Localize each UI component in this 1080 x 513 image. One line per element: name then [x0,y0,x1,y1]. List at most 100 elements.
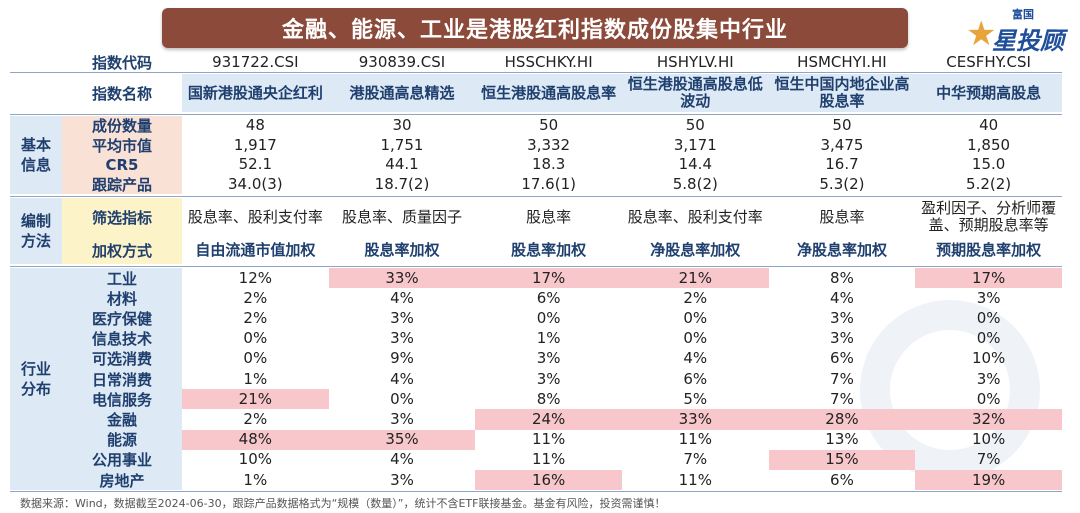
logo: ★ 富国 星投顾 [966,4,1066,55]
table-cell: 14.4 [678,155,712,174]
table-cell: 5.3(2) [819,174,865,193]
table-cell: 52.1 [238,155,273,174]
table-cell: 0% [976,329,1001,348]
table-cell: 21% [621,268,769,289]
table-cell: 股息率加权 [511,240,587,259]
index-code-cell: HSSCHKY.HI [504,52,593,71]
group-label: 编制 方法 [20,212,51,250]
table-cell: 32% [915,409,1062,430]
table-cell: 0% [976,308,1001,327]
table-cell: 0% [976,389,1001,408]
table-row: 1% 3% 16% 11% 6% 19% [182,470,1062,491]
table-row: 1% 4% 3% 6% 7% 3% [182,369,1062,389]
table-cell: 净股息率加权 [650,240,741,259]
index-code-cell: 930839.CSI [358,52,446,71]
group-basic-info: 基本 信息 [10,116,62,194]
index-name-cell: 港股通高息精选 [328,74,476,112]
table-cell: 股息率 [819,207,865,226]
index-name-row: 国新港股通央企红利 港股通高息精选 恒生港股通高股息率 恒生港股通高股息低波动 恒生中国… [182,74,1062,112]
table-cell: 0% [536,308,561,327]
table-cell: 6% [536,288,561,307]
table-cell: 48 [245,116,265,135]
table-cell: 28% [768,409,916,430]
row-label: 成份数量 [62,116,182,136]
index-name-cell: 中华预期高股息 [915,74,1062,112]
table-cell: 1,751 [380,135,424,154]
group-label: 行业 分布 [20,360,51,398]
code-label: 指数代码 [91,53,152,72]
table-cell: 3,475 [820,135,864,154]
table-cell: 预期股息率加权 [936,240,1042,259]
table-cell: 44.1 [385,155,419,174]
table-row: 2% 4% 6% 2% 4% 3% [182,288,1062,308]
table-cell: 1% [243,369,268,388]
table-cell: 股息率、质量因子 [341,207,462,226]
table-cell: 盈利因子、分析师覆盖、预期股息率等 [921,199,1057,234]
table-cell: 5.8(2) [672,174,718,193]
table-cell: 33% [328,268,476,289]
table-row: 52.1 44.1 18.3 14.4 16.7 15.0 [182,155,1062,175]
table-cell: 8% [536,389,561,408]
footer-note: 数据来源：Wind，数据截至2024-06-30，跟踪产品数据格式为“规模（数量… [20,497,666,510]
table-cell: 19% [915,470,1062,491]
table-cell: 6% [830,349,854,368]
table-cell: 3,332 [527,135,571,154]
row-label: 筛选指标 [62,198,182,236]
name-label: 指数名称 [91,84,152,103]
index-code-row: 931722.CSI 930839.CSI HSSCHKY.HI HSHYLV.HI H… [182,52,1062,72]
table-cell: 17.6(1) [521,174,576,193]
table-cell: 股息率、股利支付率 [627,207,763,226]
table-cell: 1% [243,470,268,489]
index-code-cell: HSHYLV.HI [656,52,734,71]
table-row: 21% 0% 8% 5% 7% 0% [182,389,1062,410]
table-cell: 11% [678,470,712,489]
row-label: 加权方式 [62,236,182,264]
table-cell: 7% [976,450,1001,469]
row-label: 公用事业 [62,449,182,470]
table-row: 48 30 50 50 50 40 [182,116,1062,136]
table-cell: 股息率、股利支付率 [187,207,323,226]
table-cell: 0% [390,389,414,408]
table-cell: 2% [243,288,268,307]
divider [10,72,1062,73]
table-row: 股息率、股利支付率 股息率、质量因子 股息率 股息率、股利支付率 股息率 盈利因子、分析师… [182,198,1062,236]
table-cell: 1,917 [233,135,277,154]
table-cell: 11% [678,430,712,449]
index-code-cell: 931722.CSI [212,52,299,71]
table-cell: 40 [979,116,999,135]
page-title: 金融、能源、工业是港股红利指数成份股集中行业 [162,8,908,48]
row-label: 工业 [62,268,182,289]
table-cell: 8% [830,268,854,287]
table-cell: 3% [536,369,561,388]
table-cell: 17% [475,268,622,289]
table-cell: 0% [243,349,268,368]
table-cell: 11% [531,430,566,449]
table-cell: 4% [830,288,854,307]
table-row: 自由流通市值加权 股息率加权 股息率加权 净股息率加权 净股息率加权 预期股息率加权 [182,236,1062,264]
table-cell: 净股息率加权 [796,240,887,259]
table-cell: 4% [683,349,708,368]
row-label: 房地产 [62,470,182,491]
table-cell: 1,850 [967,135,1011,154]
table-cell: 4% [390,450,414,469]
table-cell: 5.2(2) [966,174,1012,193]
table-cell: 9% [390,349,414,368]
row-label: 平均市值 [62,135,182,155]
table-cell: 2% [243,409,268,428]
table-cell: 5% [683,389,708,408]
table-cell: 50 [685,116,705,135]
table-cell: 50 [539,116,559,135]
table-cell: 16% [475,470,622,491]
table-cell: 6% [683,369,708,388]
table-cell: 3% [830,329,854,348]
table-cell: 15% [768,449,916,470]
table-row: 12% 33% 17% 21% 8% 17% [182,268,1062,289]
table-cell: 18.7(2) [374,174,430,193]
index-code-cell: HSMCHYI.HI [797,52,887,71]
table-cell: 48% [182,429,329,450]
row-label: 金融 [62,409,182,430]
row-label: 信息技术 [62,328,182,349]
table-cell: 3% [830,308,854,327]
index-code-cell: CESFHY.CSI [946,52,1031,71]
row-label: 跟踪产品 [62,174,182,194]
